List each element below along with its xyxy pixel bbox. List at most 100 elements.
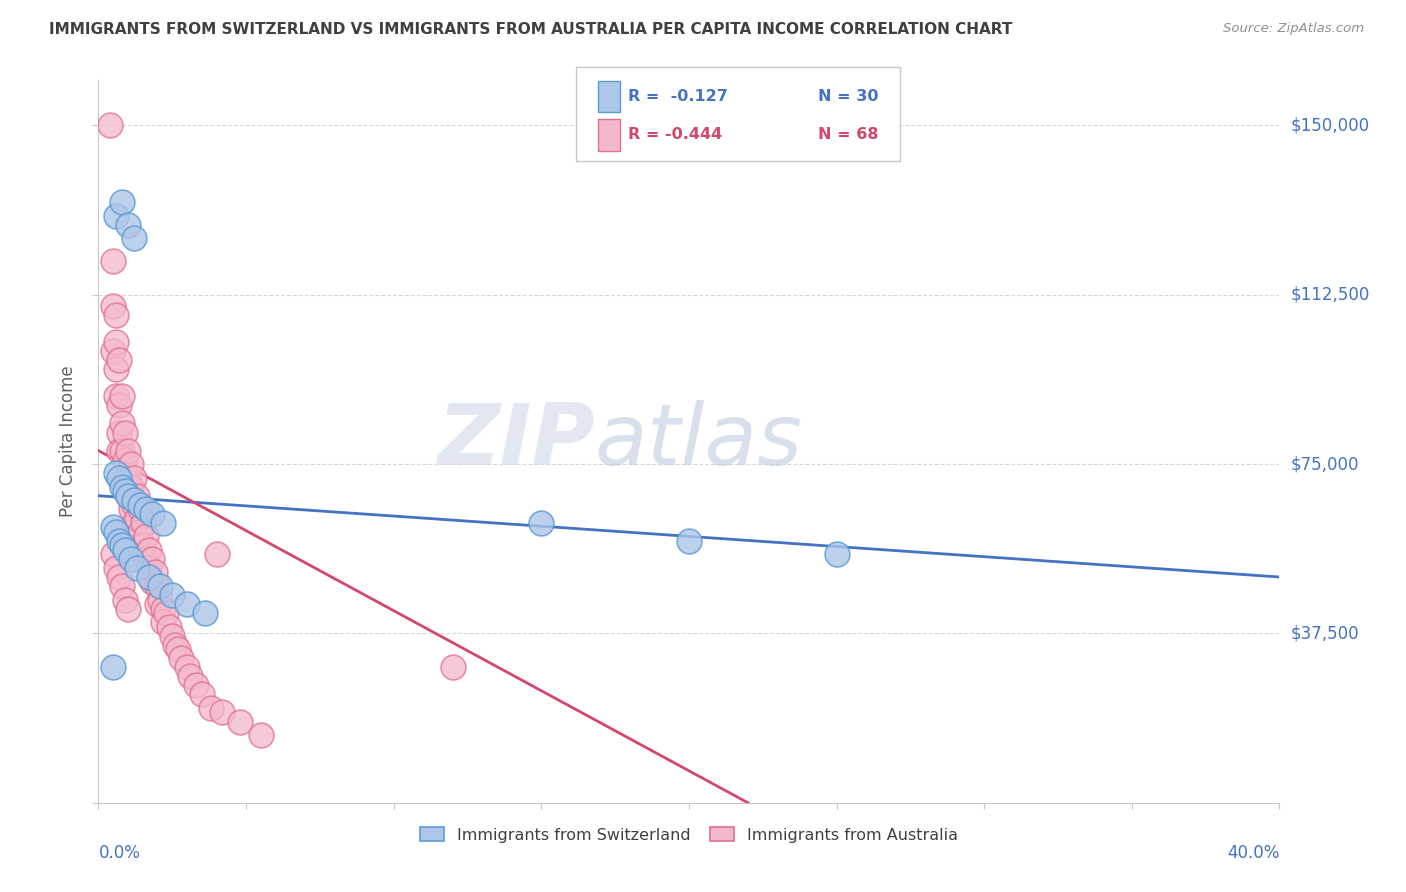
Point [138, 570, 160, 584]
Point [98, 51, 121, 65]
Point [132, 538, 155, 552]
Point [103, 299, 125, 313]
Point [103, 660, 125, 674]
Point [143, 566, 166, 580]
Point [105, 389, 128, 403]
Point [149, 579, 172, 593]
Point [122, 470, 145, 484]
Point [111, 480, 134, 494]
Point [108, 533, 131, 548]
Text: Source: ZipAtlas.com: Source: ZipAtlas.com [1223, 22, 1364, 36]
Point [114, 542, 136, 557]
Text: IMMIGRANTS FROM SWITZERLAND VS IMMIGRANTS FROM AUSTRALIA PER CAPITA INCOME CORRE: IMMIGRANTS FROM SWITZERLAND VS IMMIGRANT… [49, 22, 1012, 37]
Point [108, 443, 131, 458]
Point [111, 389, 134, 403]
Point [114, 592, 136, 607]
Point [200, 701, 222, 715]
Point [530, 516, 553, 530]
Y-axis label: Per Capita Income: Per Capita Income [59, 366, 77, 517]
Point [111, 417, 134, 431]
Point [108, 398, 131, 412]
Point [105, 524, 128, 539]
Point [138, 542, 160, 557]
Point [170, 651, 193, 665]
Point [165, 638, 187, 652]
Point [105, 308, 128, 322]
Point [152, 516, 174, 530]
Text: $150,000: $150,000 [1291, 117, 1369, 135]
Text: 0.0%: 0.0% [98, 845, 141, 863]
Point [191, 687, 214, 701]
Point [122, 498, 145, 512]
Point [128, 498, 150, 512]
Legend: Immigrants from Switzerland, Immigrants from Australia: Immigrants from Switzerland, Immigrants … [413, 821, 965, 849]
Text: $37,500: $37,500 [1291, 624, 1360, 642]
Point [825, 548, 848, 562]
Text: R =  -0.127: R = -0.127 [628, 89, 728, 104]
Point [205, 548, 228, 562]
Point [179, 669, 201, 683]
Point [111, 195, 134, 210]
Point [125, 489, 148, 503]
Point [108, 470, 131, 484]
Point [135, 552, 157, 566]
Point [149, 592, 172, 607]
Text: ZIP: ZIP [437, 400, 595, 483]
Point [103, 548, 125, 562]
Point [108, 570, 131, 584]
Text: N = 68: N = 68 [818, 128, 879, 143]
Point [152, 601, 174, 615]
Point [152, 615, 174, 630]
Point [117, 489, 139, 503]
Point [114, 484, 136, 499]
Point [105, 466, 128, 480]
Point [441, 660, 464, 674]
Text: R = -0.444: R = -0.444 [628, 128, 723, 143]
Point [162, 629, 183, 643]
Point [114, 470, 136, 484]
Point [111, 538, 134, 552]
Point [103, 253, 125, 268]
Point [122, 516, 145, 530]
Point [135, 502, 157, 516]
Text: $112,500: $112,500 [1291, 285, 1369, 304]
Point [111, 579, 134, 593]
Point [157, 620, 180, 634]
Point [103, 344, 125, 359]
Point [120, 552, 142, 566]
Text: 40.0%: 40.0% [1227, 845, 1279, 863]
Point [250, 728, 273, 742]
Point [167, 642, 190, 657]
Point [122, 493, 145, 508]
Point [108, 425, 131, 440]
Point [105, 362, 128, 376]
Point [117, 218, 139, 232]
Point [105, 561, 128, 575]
Point [108, 353, 131, 368]
Point [146, 597, 169, 611]
Text: atlas: atlas [595, 400, 803, 483]
Point [176, 597, 198, 611]
Point [120, 457, 142, 471]
Point [184, 678, 207, 692]
Point [141, 574, 163, 589]
Point [98, 119, 121, 133]
Point [114, 452, 136, 467]
Point [114, 425, 136, 440]
Point [176, 660, 198, 674]
Point [128, 502, 150, 516]
Point [117, 489, 139, 503]
Point [229, 714, 252, 729]
Point [120, 480, 142, 494]
Point [155, 606, 177, 620]
Point [141, 552, 163, 566]
Point [678, 533, 700, 548]
Point [211, 706, 233, 720]
Point [103, 520, 125, 534]
Point [111, 443, 134, 458]
Point [120, 502, 142, 516]
Text: N = 30: N = 30 [818, 89, 879, 104]
Point [122, 231, 145, 245]
Point [125, 561, 148, 575]
Point [194, 606, 217, 620]
